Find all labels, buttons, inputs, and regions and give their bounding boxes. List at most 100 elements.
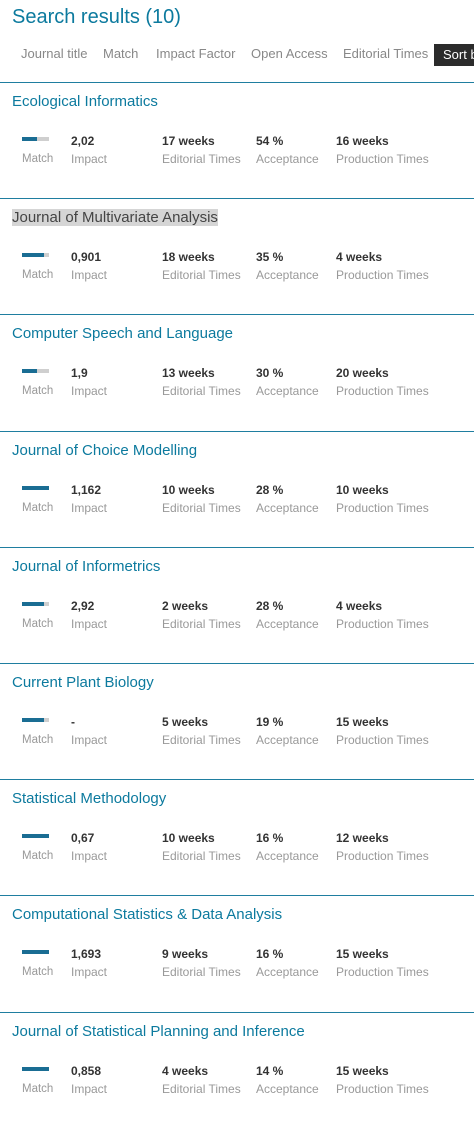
- impact-value: 0,901: [71, 250, 102, 265]
- impact-label: Impact: [71, 268, 108, 283]
- acceptance-label: Acceptance: [256, 384, 319, 399]
- result-card: Journal of Informetrics Match 2,92 Impac…: [0, 546, 474, 663]
- production-times-label: Production Times: [336, 384, 429, 399]
- acceptance-value: 54 %: [256, 134, 284, 148]
- match-bar-fill: [22, 717, 44, 722]
- impact-label: Impact: [71, 965, 108, 980]
- sort-impact-factor[interactable]: Impact Factor: [156, 46, 236, 61]
- impact-value: 2,92: [71, 598, 95, 613]
- production-times-label: Production Times: [336, 268, 429, 283]
- acceptance-value: 30 %: [256, 366, 284, 381]
- production-times-value: 15 weeks: [336, 1063, 389, 1078]
- editorial-times-value: 18 weeks: [162, 250, 215, 265]
- impact-value: 2,02: [71, 134, 95, 148]
- impact-value: 1,162: [71, 482, 102, 497]
- journal-title-link[interactable]: Journal of Multivariate Analysis: [12, 209, 218, 227]
- acceptance-value: 28 %: [256, 482, 284, 497]
- journal-title-link[interactable]: Statistical Methodology: [12, 790, 167, 808]
- journal-title-link[interactable]: Journal of Informetrics: [12, 557, 161, 575]
- impact-label: Impact: [71, 384, 108, 399]
- acceptance-label: Acceptance: [256, 965, 319, 980]
- match-bar-fill: [22, 601, 44, 606]
- editorial-times-label: Editorial Times: [162, 268, 241, 283]
- sort-match[interactable]: Match: [103, 46, 139, 61]
- impact-label: Impact: [71, 500, 108, 515]
- match-label: Match: [22, 153, 54, 165]
- sort-by-button[interactable]: Sort by: [434, 44, 474, 66]
- acceptance-label: Acceptance: [256, 1081, 319, 1096]
- production-times-value: 16 weeks: [336, 134, 389, 148]
- match-label: Match: [22, 269, 54, 282]
- result-card: Computational Statistics & Data Analysis…: [0, 895, 474, 1011]
- editorial-times-label: Editorial Times: [162, 152, 241, 166]
- editorial-times-label: Editorial Times: [162, 384, 241, 399]
- impact-value: 0,67: [71, 831, 95, 846]
- journal-title-link[interactable]: Ecological Informatics: [12, 93, 158, 110]
- sort-bar: Journal title Match Impact Factor Open A…: [0, 44, 474, 66]
- editorial-times-value: 2 weeks: [162, 598, 209, 613]
- match-bar: [22, 834, 49, 839]
- impact-label: Impact: [71, 732, 108, 747]
- match-bar-fill: [22, 369, 37, 374]
- match-label: Match: [22, 966, 54, 979]
- sort-journal-title[interactable]: Journal title: [21, 46, 88, 61]
- acceptance-value: 19 %: [256, 714, 284, 729]
- journal-title-link[interactable]: Computational Statistics & Data Analysis: [12, 906, 283, 924]
- sort-open-access[interactable]: Open Access: [251, 46, 328, 61]
- match-label: Match: [22, 501, 54, 514]
- acceptance-label: Acceptance: [256, 500, 319, 515]
- production-times-value: 12 weeks: [336, 831, 389, 846]
- match-bar: [22, 137, 49, 141]
- page-title: Search results (10): [12, 6, 181, 28]
- sort-editorial-times[interactable]: Editorial Times: [343, 46, 429, 61]
- editorial-times-value: 17 weeks: [162, 134, 215, 148]
- match-label: Match: [22, 617, 54, 630]
- impact-label: Impact: [71, 849, 108, 864]
- acceptance-value: 16 %: [256, 831, 284, 846]
- match-bar: [22, 253, 49, 258]
- production-times-value: 10 weeks: [336, 482, 389, 497]
- acceptance-value: 28 %: [256, 598, 284, 613]
- production-times-label: Production Times: [336, 1081, 429, 1096]
- match-bar-fill: [22, 137, 37, 141]
- match-bar-fill: [22, 253, 44, 258]
- acceptance-label: Acceptance: [256, 268, 319, 283]
- result-card: Ecological Informatics Match 2,02 Impact…: [0, 82, 474, 198]
- impact-label: Impact: [71, 1081, 108, 1096]
- result-card: Journal of Statistical Planning and Infe…: [0, 1011, 474, 1128]
- match-bar-fill: [22, 485, 49, 490]
- editorial-times-value: 4 weeks: [162, 1063, 209, 1078]
- journal-title-link[interactable]: Computer Speech and Language: [12, 325, 234, 343]
- result-card: Current Plant Biology Match - Impact 5 w…: [0, 662, 474, 779]
- journal-title-link[interactable]: Journal of Statistical Planning and Infe…: [12, 1022, 305, 1040]
- results-list: Ecological Informatics Match 2,02 Impact…: [0, 82, 474, 1128]
- editorial-times-label: Editorial Times: [162, 500, 241, 515]
- production-times-label: Production Times: [336, 849, 429, 864]
- match-label: Match: [22, 733, 54, 746]
- editorial-times-label: Editorial Times: [162, 965, 241, 980]
- result-card: Journal of Choice Modelling Match 1,162 …: [0, 430, 474, 547]
- impact-value: -: [71, 714, 75, 729]
- editorial-times-label: Editorial Times: [162, 732, 241, 747]
- production-times-value: 20 weeks: [336, 366, 389, 381]
- production-times-value: 4 weeks: [336, 598, 383, 613]
- impact-label: Impact: [71, 616, 108, 631]
- acceptance-label: Acceptance: [256, 732, 319, 747]
- match-bar-fill: [22, 950, 49, 955]
- match-bar: [22, 1066, 49, 1071]
- match-bar: [22, 950, 49, 955]
- result-card: Computer Speech and Language Match 1,9 I…: [0, 314, 474, 430]
- result-card: Statistical Methodology Match 0,67 Impac…: [0, 779, 474, 895]
- journal-title-link[interactable]: Journal of Choice Modelling: [12, 441, 198, 459]
- editorial-times-label: Editorial Times: [162, 1081, 241, 1096]
- acceptance-value: 16 %: [256, 947, 284, 962]
- match-label: Match: [22, 385, 54, 398]
- match-label: Match: [22, 850, 54, 863]
- acceptance-label: Acceptance: [256, 616, 319, 631]
- impact-value: 0,858: [71, 1063, 102, 1078]
- editorial-times-value: 5 weeks: [162, 714, 209, 729]
- journal-title-link[interactable]: Current Plant Biology: [12, 673, 154, 691]
- editorial-times-value: 10 weeks: [162, 831, 215, 846]
- production-times-value: 15 weeks: [336, 947, 389, 962]
- match-label: Match: [22, 1082, 54, 1095]
